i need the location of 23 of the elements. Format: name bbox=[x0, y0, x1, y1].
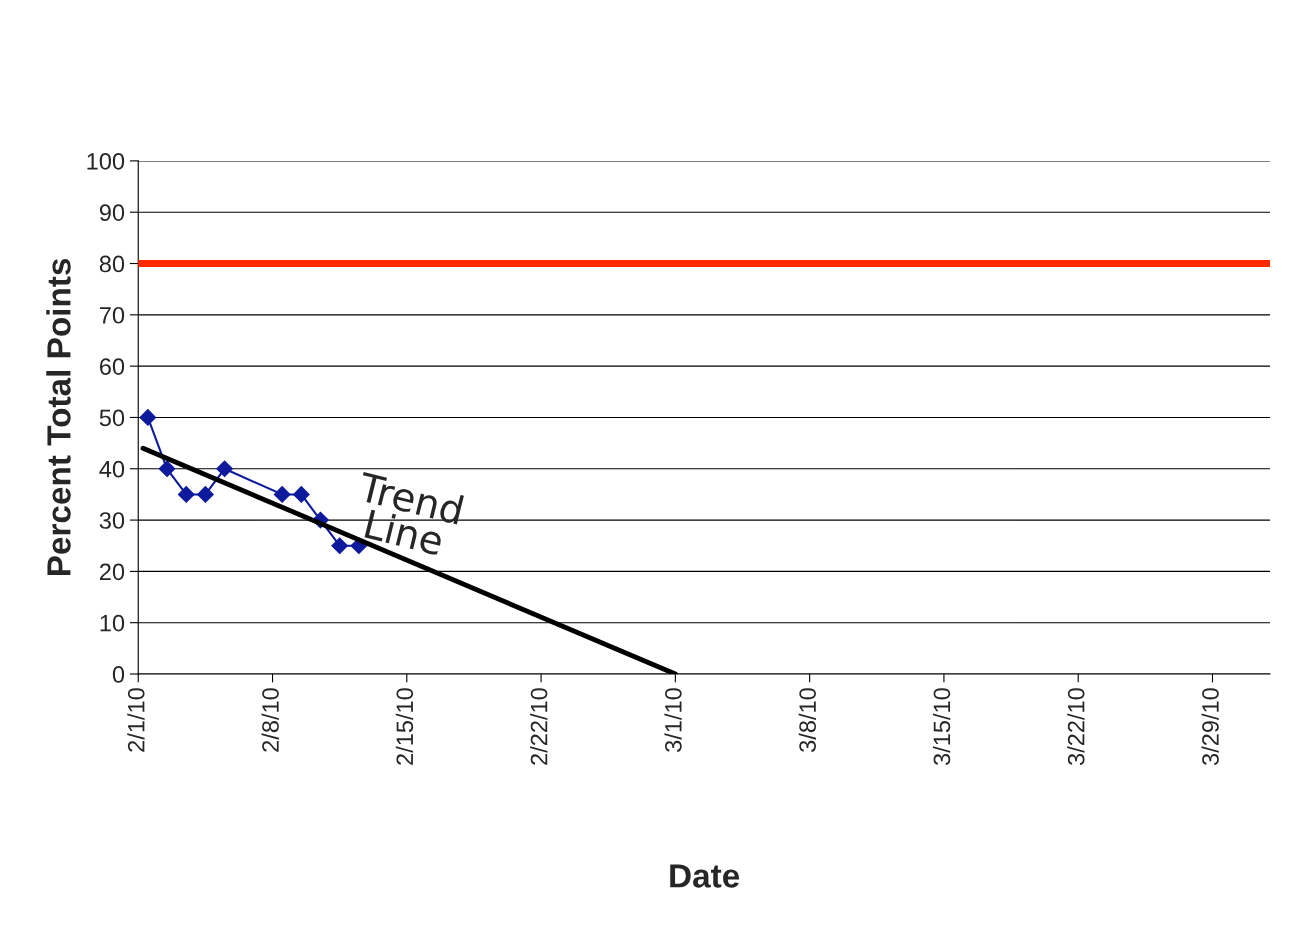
x-tick-label: 2/22/10 bbox=[530, 688, 548, 765]
x-tick-label: 3/8/10 bbox=[798, 688, 816, 752]
y-tick-label: 80 bbox=[99, 255, 125, 273]
y-tick-label: 70 bbox=[100, 306, 125, 324]
x-tick-label: 2/8/10 bbox=[261, 688, 279, 752]
annotation: Trend Line bbox=[356, 470, 464, 556]
y-tick-label: 40 bbox=[99, 460, 125, 478]
x-tick-label: 3/1/10 bbox=[664, 688, 682, 752]
x-axis-title: Date bbox=[670, 864, 740, 888]
x-tick-label: 3/29/10 bbox=[1201, 688, 1219, 766]
y-tick-label: 60 bbox=[99, 358, 125, 375]
y-tick-label: 90 bbox=[99, 204, 125, 221]
x-tick-label: 2/1/10 bbox=[127, 688, 145, 752]
y-tick-label: 30 bbox=[99, 512, 125, 529]
x-tick-label: 3/22/10 bbox=[1067, 688, 1085, 766]
y-tick-label: 10 bbox=[100, 614, 125, 632]
x-tick-label: 2/15/10 bbox=[395, 688, 414, 765]
y-axis-title: Percent Total Points bbox=[46, 258, 71, 576]
x-tick-label: 3/15/10 bbox=[932, 688, 951, 766]
y-tick-label: 50 bbox=[99, 409, 125, 427]
y-tick-label: 100 bbox=[87, 152, 125, 170]
y-tick-label: 0 bbox=[112, 666, 125, 683]
y-tick-label: 20 bbox=[99, 563, 125, 581]
